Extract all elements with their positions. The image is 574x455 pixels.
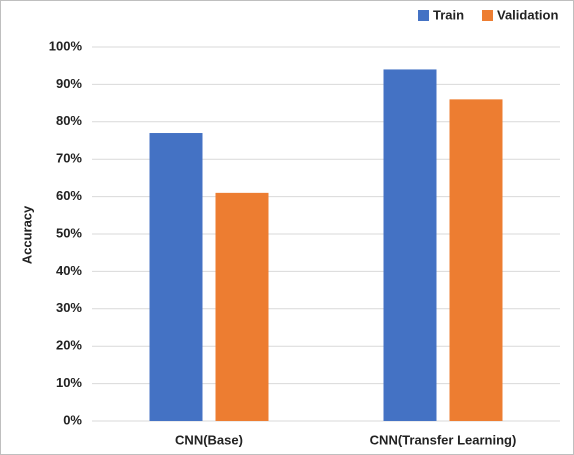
- y-tick-label: 60%: [56, 188, 82, 203]
- y-tick-label: 40%: [56, 263, 82, 278]
- x-tick-label: CNN(Base): [175, 432, 243, 447]
- bar: [449, 99, 503, 422]
- y-tick-label: 10%: [56, 375, 82, 390]
- legend-swatch: [418, 10, 429, 21]
- y-tick-label: 0%: [63, 412, 82, 427]
- y-tick-label: 70%: [56, 151, 82, 166]
- y-tick-label: 100%: [49, 38, 83, 53]
- legend-swatch: [482, 10, 493, 21]
- bar: [149, 133, 203, 421]
- y-tick-label: 20%: [56, 338, 82, 353]
- legend-label: Train: [433, 7, 464, 22]
- y-axis-label: Accuracy: [19, 205, 34, 264]
- bar: [215, 192, 269, 421]
- y-tick-label: 80%: [56, 113, 82, 128]
- bar: [383, 69, 437, 421]
- y-tick-label: 50%: [56, 225, 82, 240]
- legend-label: Validation: [497, 7, 558, 22]
- y-tick-label: 90%: [56, 76, 82, 91]
- y-tick-label: 30%: [56, 300, 82, 315]
- x-tick-label: CNN(Transfer Learning): [370, 432, 517, 447]
